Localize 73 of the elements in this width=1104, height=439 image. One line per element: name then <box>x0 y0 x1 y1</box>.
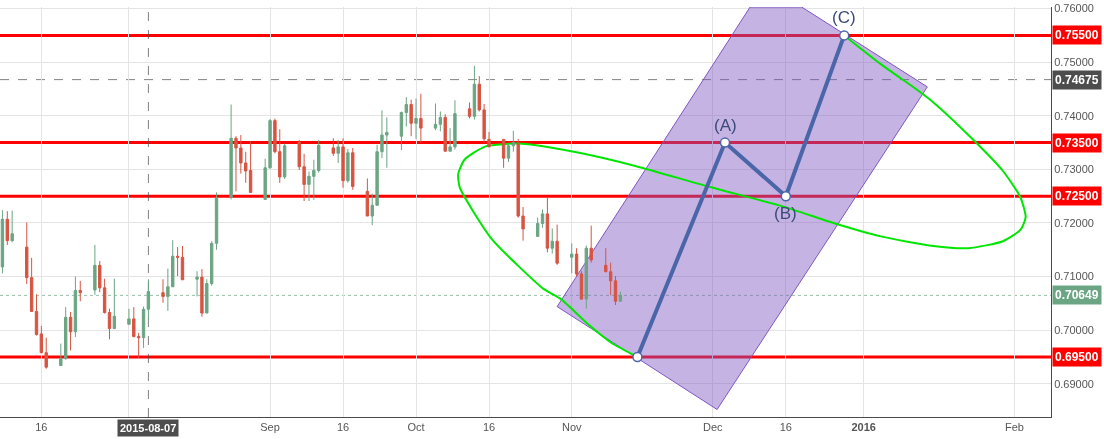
candlestick <box>10 210 14 243</box>
candlestick <box>351 147 355 191</box>
ref-line-label: 0.69500 <box>1055 350 1099 364</box>
point <box>719 137 731 148</box>
x-tick-label: 2016 <box>851 421 876 434</box>
y-tick-label: 0.76000 <box>1054 2 1094 15</box>
x-tick-label: Feb <box>1005 421 1024 434</box>
y-tick-label: 0.73000 <box>1054 163 1094 176</box>
x-tick-label: 16 <box>482 421 496 434</box>
candlestick <box>555 224 559 266</box>
candlestick <box>467 101 472 119</box>
candlestick <box>93 244 97 296</box>
x-tick-label: 16 <box>35 421 48 434</box>
x-tick-label: 16 <box>336 421 350 434</box>
ref-line-label: 2015-08-07 <box>120 422 177 434</box>
candlestick <box>438 111 443 132</box>
candlestick <box>107 308 112 340</box>
x-tick-label: Dec <box>703 421 724 434</box>
candlestick <box>550 227 554 255</box>
candlestick <box>0 209 5 274</box>
candlestick <box>346 148 350 184</box>
candlestick <box>545 196 550 253</box>
ref-line-label: 0.70649 <box>1055 288 1099 302</box>
candlestick <box>487 131 491 148</box>
candlestick <box>341 137 345 189</box>
candlestick <box>365 178 370 217</box>
annotation: (A) <box>714 116 737 135</box>
candlestick <box>472 65 477 121</box>
x-tick-label: Nov <box>561 421 582 434</box>
candlestick <box>331 137 335 157</box>
candlestick <box>175 246 180 277</box>
annotation: (C) <box>832 8 856 27</box>
candlestick <box>200 268 204 318</box>
y-tick-label: 0.70000 <box>1054 324 1094 337</box>
candlestick <box>443 113 447 153</box>
candlestick <box>78 280 82 302</box>
candlestick <box>141 306 146 349</box>
point <box>838 30 850 41</box>
candlestick <box>574 247 579 278</box>
candlestick <box>282 143 287 180</box>
candlestick <box>34 293 39 337</box>
candlestick <box>579 270 584 301</box>
y-tick-label: 0.72000 <box>1054 216 1094 229</box>
candlestick <box>414 98 418 140</box>
candlestick <box>501 138 506 169</box>
x-tick-label: Oct <box>407 421 425 434</box>
ref-line-label: 0.73500 <box>1055 136 1099 150</box>
x-tick-label: 16 <box>779 421 792 434</box>
candlestick <box>419 93 423 144</box>
candlestick <box>161 278 165 304</box>
annotation: (B) <box>774 204 797 223</box>
candlestick <box>336 139 340 164</box>
y-tick-label: 0.74000 <box>1054 109 1094 122</box>
candlestick <box>180 245 185 281</box>
point <box>780 190 792 202</box>
point <box>632 351 643 363</box>
ref-line-label: 0.72500 <box>1055 189 1099 203</box>
ref-line-label: 0.74675 <box>1055 73 1099 87</box>
candlestick <box>409 99 413 137</box>
y-tick-label: 0.71000 <box>1054 270 1094 283</box>
candlestick <box>248 140 253 193</box>
y-tick-label: 0.69000 <box>1054 377 1094 390</box>
candlestick <box>68 311 73 352</box>
candlestick <box>229 104 233 200</box>
candlestick <box>433 102 438 131</box>
ref-line-label: 0.75500 <box>1055 28 1099 42</box>
candlestick <box>127 308 131 325</box>
candlestick <box>5 210 9 246</box>
y-tick-label: 0.75000 <box>1054 56 1094 69</box>
x-tick-label: Sep <box>260 421 280 434</box>
candlestick <box>613 275 618 306</box>
candlestick <box>570 242 574 274</box>
candlestick <box>589 225 593 264</box>
